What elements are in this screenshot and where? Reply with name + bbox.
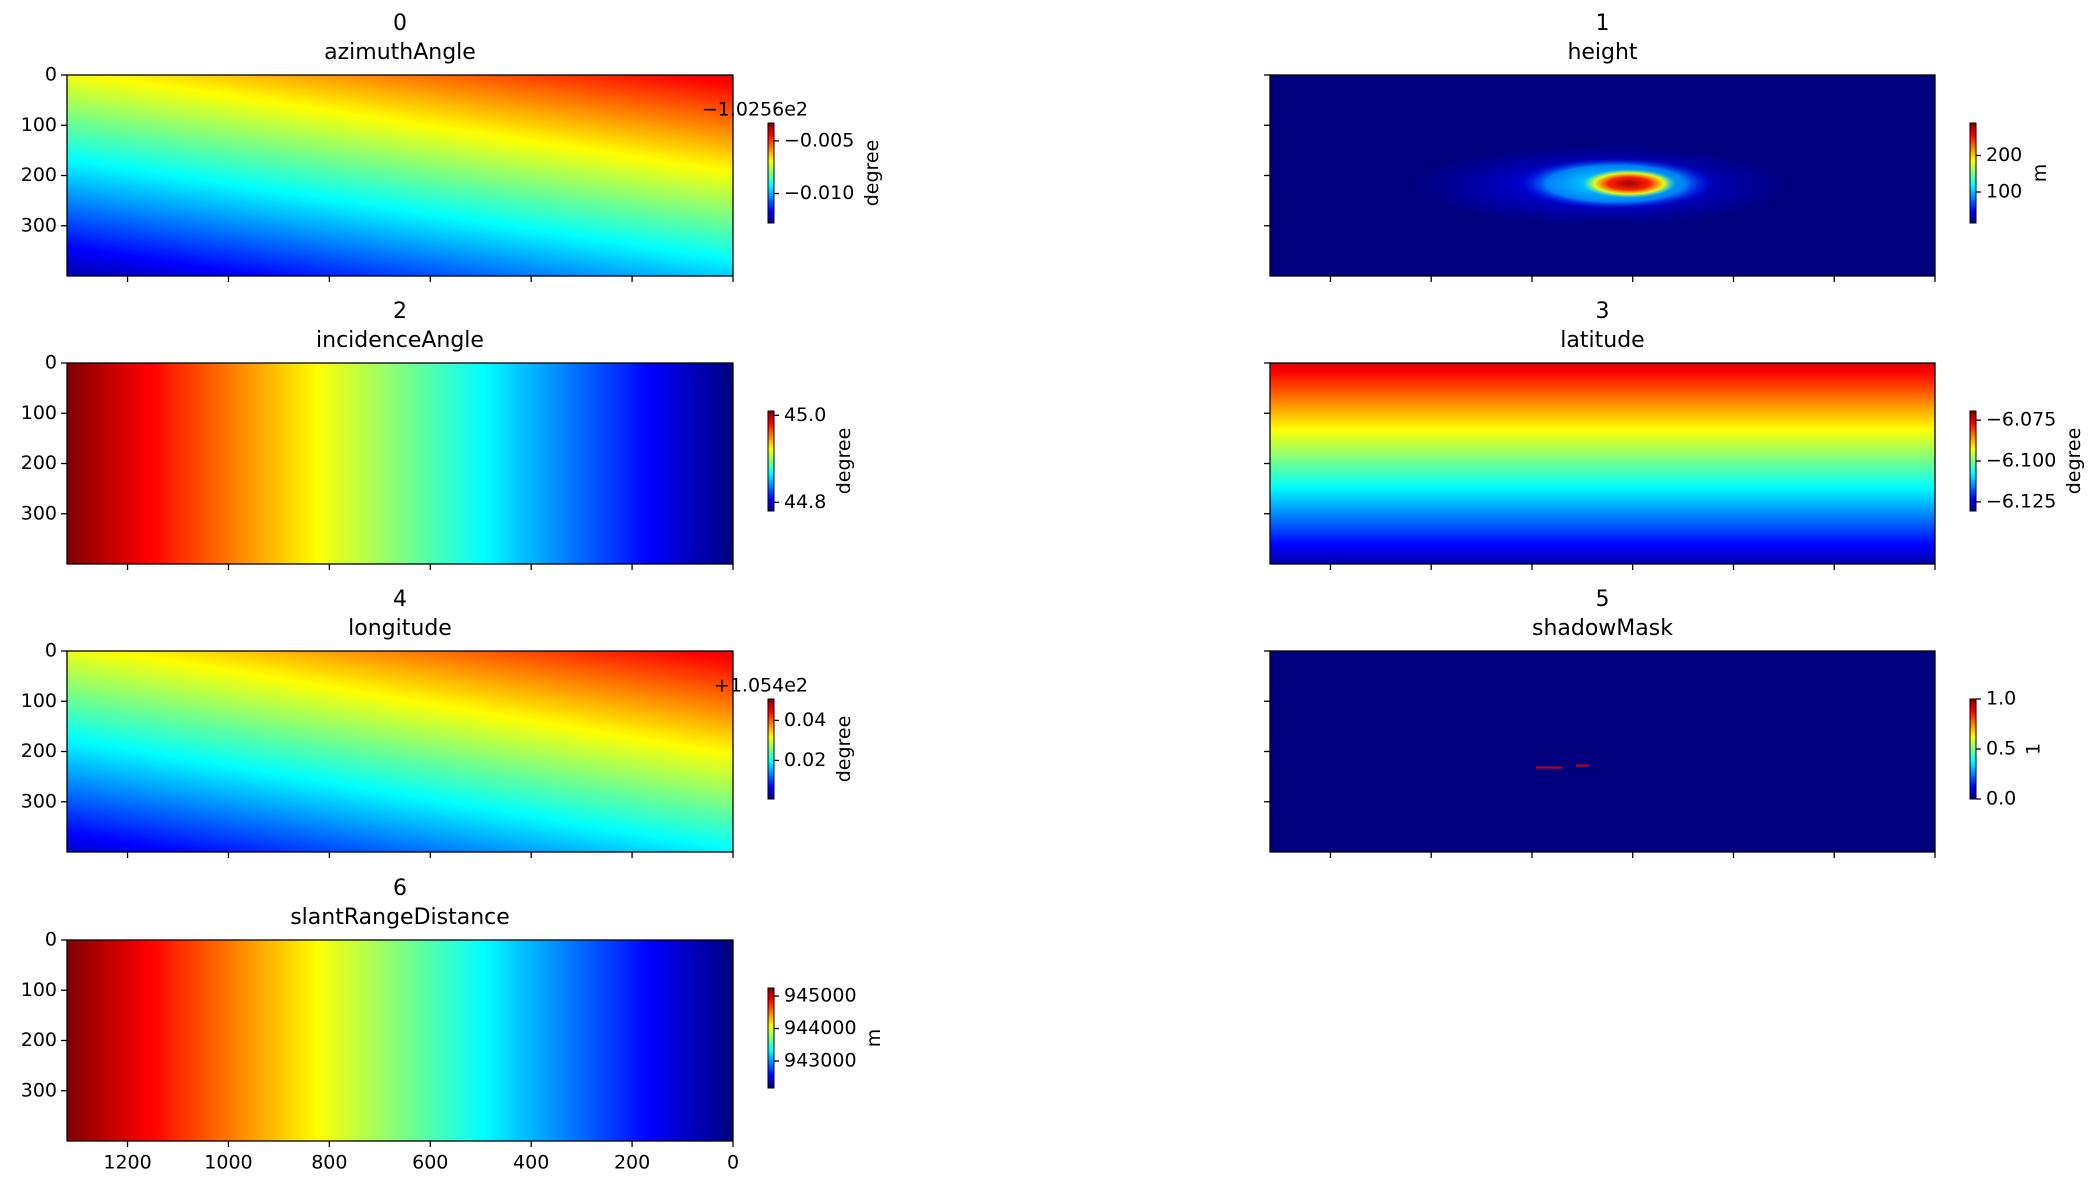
panel-number: 3 [1596, 299, 1610, 324]
y-tick-label: 200 [21, 164, 57, 186]
colorbar [767, 698, 775, 800]
heatmap-feature [1582, 169, 1676, 198]
y-tick-label: 100 [21, 690, 57, 712]
colorbar-tick-label: 944000 [784, 1017, 857, 1039]
colorbar-label: degree [861, 140, 883, 207]
x-tick-label: 1200 [103, 1152, 151, 1174]
colorbar-offset-text: −1.0256e2 [702, 99, 808, 121]
panel-number: 2 [393, 299, 407, 324]
colorbar-tick-label: 945000 [784, 985, 857, 1007]
colorbar [767, 122, 775, 224]
y-tick-label: 100 [21, 114, 57, 136]
y-tick-label: 0 [45, 929, 57, 951]
panel-title: latitude [1560, 328, 1644, 353]
x-tick-label: 1000 [204, 1152, 252, 1174]
colorbar-tick-label: 44.8 [784, 491, 826, 513]
colorbar [1969, 122, 1977, 224]
colorbar-label: m [863, 1029, 885, 1048]
colorbar-tick-label: −6.125 [1986, 490, 2056, 512]
colorbar [1969, 698, 1977, 800]
colorbar-tick-label: −6.075 [1986, 409, 2056, 431]
panel-number: 0 [393, 11, 407, 36]
y-tick-label: 300 [21, 214, 57, 236]
x-tick-label: 800 [311, 1152, 347, 1174]
x-tick-label: 200 [614, 1152, 650, 1174]
colorbar-label: degree [2063, 428, 2085, 495]
y-tick-label: 0 [45, 64, 57, 86]
panel-number: 6 [393, 876, 407, 901]
colorbar-tick-label: 0.02 [784, 749, 826, 771]
y-tick-label: 0 [45, 352, 57, 374]
colorbar-offset-text: +1.054e2 [714, 675, 808, 697]
panel-title: shadowMask [1532, 616, 1673, 641]
colorbar-tick-label: 943000 [784, 1049, 857, 1071]
colorbar [767, 410, 775, 512]
colorbar [1969, 410, 1977, 512]
y-tick-label: 200 [21, 1029, 57, 1051]
y-tick-label: 100 [21, 979, 57, 1001]
colorbar-tick-label: −6.100 [1986, 450, 2056, 472]
x-tick-label: 0 [727, 1152, 739, 1174]
panel-title: height [1567, 40, 1637, 65]
y-tick-label: 300 [21, 790, 57, 812]
y-tick-label: 300 [21, 502, 57, 524]
heatmap-image [1270, 651, 1935, 852]
panel-title: azimuthAngle [324, 40, 476, 65]
colorbar-label: degree [833, 716, 855, 783]
y-tick-label: 300 [21, 1079, 57, 1101]
colorbar-tick-label: 0.04 [784, 709, 826, 731]
colorbar-tick-label: −0.010 [784, 182, 854, 204]
heatmap-image [67, 75, 733, 276]
colorbar [767, 987, 775, 1089]
panel-title: incidenceAngle [316, 328, 484, 353]
colorbar-tick-label: 100 [1986, 180, 2022, 202]
colorbar-tick-label: 1.0 [1986, 688, 2016, 710]
colorbar-label: degree [833, 428, 855, 495]
x-tick-label: 600 [412, 1152, 448, 1174]
colorbar-tick-label: 0.5 [1986, 738, 2016, 760]
y-tick-label: 100 [21, 402, 57, 424]
y-tick-label: 0 [45, 640, 57, 662]
x-tick-label: 400 [513, 1152, 549, 1174]
colorbar-tick-label: 200 [1986, 144, 2022, 166]
heatmap-image [67, 940, 733, 1141]
panel-number: 4 [393, 587, 407, 612]
colorbar-tick-label: 45.0 [784, 404, 826, 426]
colorbar-tick-label: 0.0 [1986, 788, 2016, 810]
colorbar-label: m [2029, 164, 2051, 183]
panel-number: 1 [1596, 11, 1610, 36]
y-tick-label: 200 [21, 452, 57, 474]
panel-number: 5 [1596, 587, 1610, 612]
heatmap-image [67, 651, 733, 852]
panel-title: longitude [348, 616, 452, 641]
panel-title: slantRangeDistance [290, 905, 510, 930]
heatmap-image [67, 363, 733, 564]
heatmap-image [1270, 363, 1935, 564]
y-tick-label: 200 [21, 740, 57, 762]
colorbar-tick-label: −0.005 [784, 129, 854, 151]
colorbar-label: 1 [2023, 743, 2045, 755]
